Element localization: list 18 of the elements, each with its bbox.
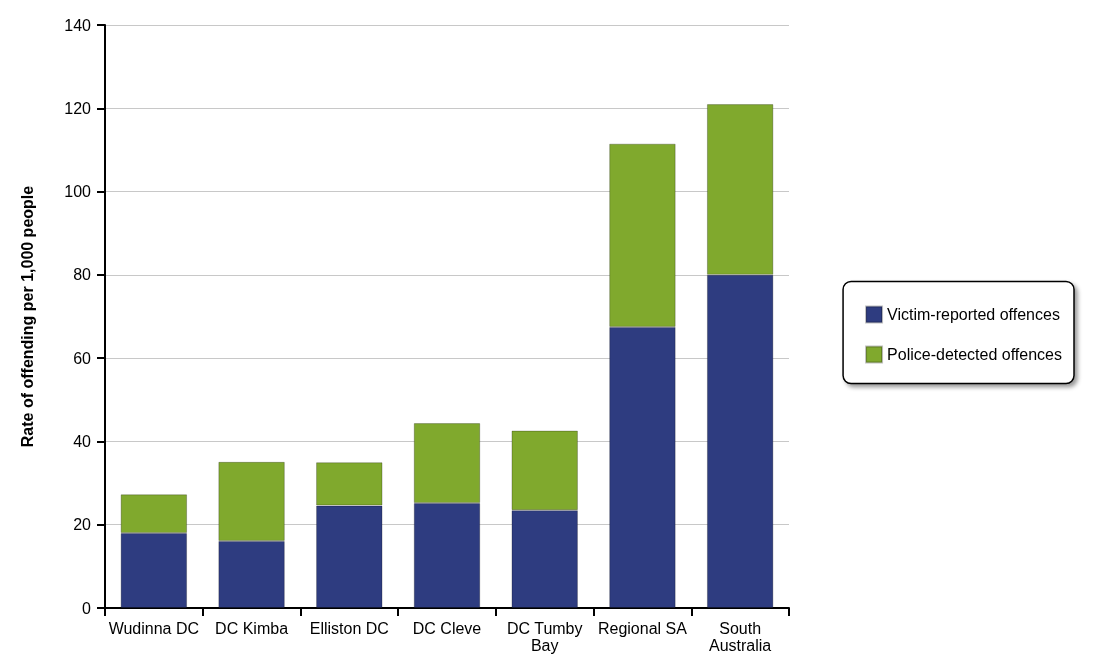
y-tick-label: 20 [73,516,92,534]
y-tick-label: 0 [82,599,92,617]
y-tick-label: 100 [64,183,92,201]
x-tick-label: South Australia [709,620,772,654]
x-tick-label: DC Tumby Bay [506,620,583,654]
x-tick-label: DC Cleve [412,620,482,637]
y-tick-label: 120 [64,99,92,117]
y-tick-label: 60 [73,349,92,367]
x-tick-label: Wudinna DC [108,620,200,637]
x-tick-label: DC Kimba [215,620,289,637]
legend-label: Police-detected offences [887,346,1063,363]
y-tick-label: 40 [73,432,92,450]
legend-label: Victim-reported offences [887,306,1060,323]
x-tick-label: Regional SA [597,620,688,637]
x-tick-label: Elliston DC [309,620,389,637]
y-tick-label: 80 [73,266,92,284]
y-axis-title: Rate of offending per 1,000 people [18,185,36,448]
y-tick-label: 140 [64,16,92,34]
